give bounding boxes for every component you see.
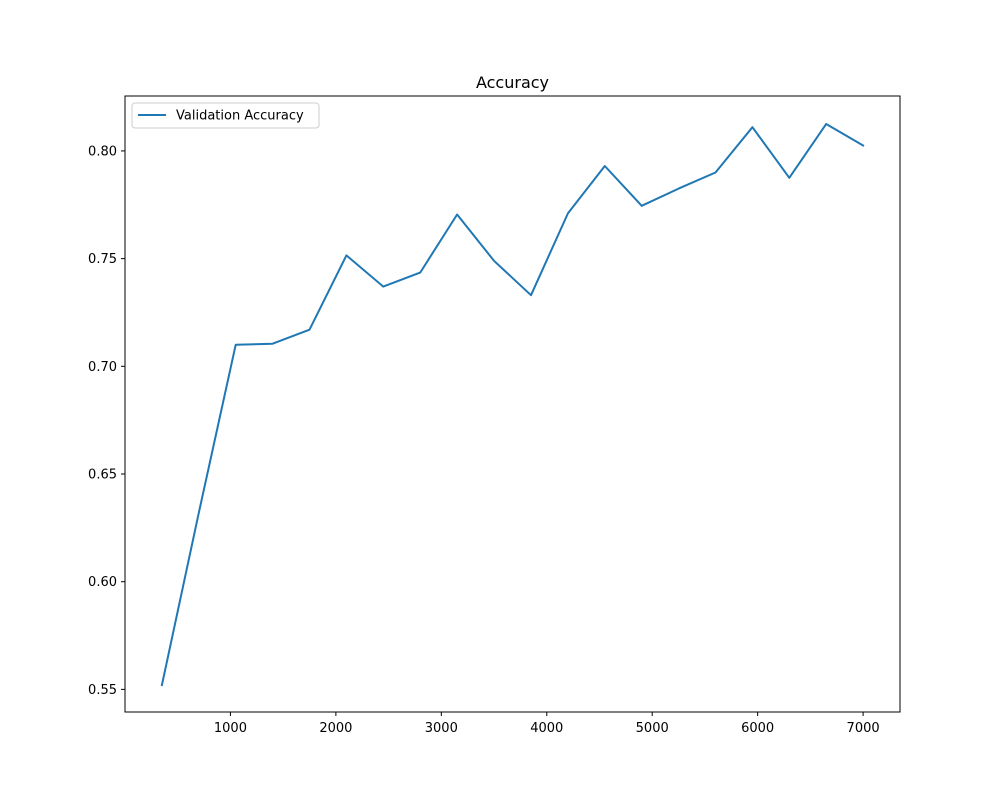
x-axis: 1000 2000 3000 4000 5000 6000 7000 xyxy=(214,712,880,736)
axes-frame xyxy=(124,95,901,713)
legend-label-validation-accuracy: Validation Accuracy xyxy=(176,109,304,124)
legend: Validation Accuracy xyxy=(131,102,320,129)
plot-area xyxy=(160,123,865,687)
y-tick-label: 0.75 xyxy=(88,252,117,267)
chart-title: Accuracy xyxy=(476,73,549,92)
y-axis: 0.55 0.60 0.65 0.70 0.75 0.80 xyxy=(88,144,125,698)
x-tick-label: 5000 xyxy=(636,721,669,736)
x-tick-label: 2000 xyxy=(319,721,352,736)
x-tick-label: 3000 xyxy=(425,721,458,736)
y-tick-label: 0.55 xyxy=(88,683,117,698)
x-tick-label: 1000 xyxy=(214,721,247,736)
x-tick-label: 7000 xyxy=(847,721,880,736)
x-tick-label: 6000 xyxy=(741,721,774,736)
y-tick-label: 0.65 xyxy=(88,468,117,483)
x-tick-label: 4000 xyxy=(530,721,563,736)
y-tick-label: 0.60 xyxy=(88,575,117,590)
y-tick-label: 0.80 xyxy=(88,144,117,159)
legend-box xyxy=(131,102,320,129)
y-tick-label: 0.70 xyxy=(88,360,117,375)
series-line-validation-accuracy xyxy=(160,123,865,687)
